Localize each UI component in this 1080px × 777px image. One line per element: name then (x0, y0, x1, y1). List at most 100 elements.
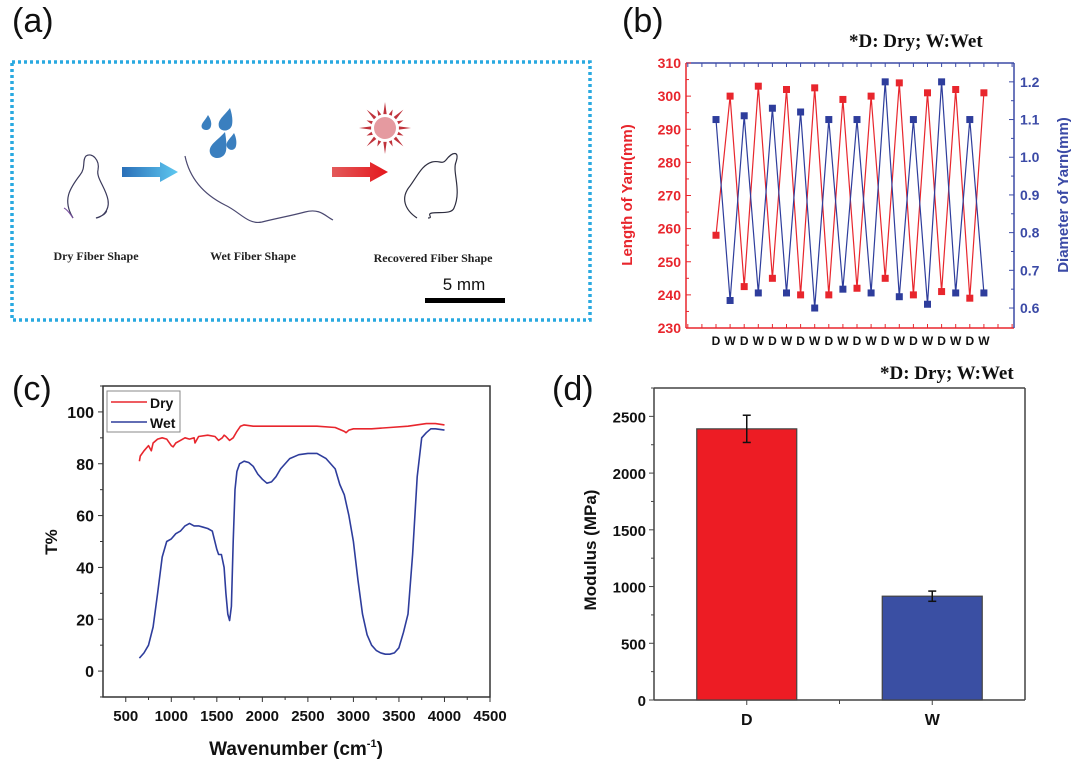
recovered-fiber-shape (404, 152, 458, 219)
data-point-diameter (712, 116, 720, 124)
data-point-length (952, 86, 960, 93)
data-point-diameter (966, 116, 974, 124)
sun-ray (397, 120, 404, 125)
x-tick-label: D (853, 334, 862, 348)
panel-label-c: (c) (12, 370, 52, 408)
sun-ray (393, 109, 404, 120)
y-tick-label: 40 (76, 560, 94, 577)
data-point-length (825, 291, 833, 299)
data-point-diameter (783, 289, 790, 297)
x-tick-label: W (950, 334, 962, 348)
sun-ray (383, 102, 387, 115)
x-axis-label-wavenumber: Wavenumber (cm-1) (209, 738, 383, 760)
data-point-length (966, 294, 974, 302)
data-point-length (924, 89, 931, 97)
fiber-shape-schematic: Dry Fiber Shape Wet Fiber Shape Recovere… (10, 60, 592, 322)
y2-tick-label: 1.0 (1020, 149, 1040, 165)
y-tick-label: 1500 (613, 523, 646, 540)
data-point-length (895, 79, 903, 87)
x-tick-label: 4000 (428, 708, 461, 725)
y-tick-label: 250 (658, 254, 682, 270)
x-tick-label: W (865, 334, 877, 348)
series-line-length (715, 82, 985, 299)
caption-dry: Dry Fiber Shape (53, 249, 139, 263)
data-point-length (754, 82, 762, 90)
scale-bar (425, 298, 505, 303)
x-tick-label: D (796, 334, 805, 348)
dry-fiber-shape (67, 154, 109, 219)
legend: Dry Wet (106, 390, 181, 433)
data-point-diameter (768, 104, 776, 112)
x-tick-label: W (809, 334, 821, 348)
series-line-diameter (715, 81, 985, 309)
sun-ray (383, 141, 387, 154)
sun-ray (393, 136, 404, 147)
y-tick-label: 2500 (613, 409, 646, 426)
x-tick-label: W (724, 334, 736, 348)
panel-label-d: (d) (552, 370, 594, 408)
y2-tick-label: 1.1 (1020, 112, 1040, 128)
x-tick-label: W (894, 334, 906, 348)
sun-ray (359, 126, 372, 130)
x-tick-label: 4500 (473, 708, 506, 725)
y-tick-label: 260 (658, 221, 682, 237)
data-point-diameter (909, 116, 917, 124)
caption-recovered: Recovered Fiber Shape (374, 251, 494, 265)
x-tick-label: D (965, 334, 974, 348)
series-line-dry (138, 422, 445, 462)
plot-frame (102, 385, 491, 698)
data-point-length (938, 288, 946, 296)
y-tick-label: 100 (67, 405, 94, 422)
y-tick-label: 310 (658, 55, 682, 71)
data-point-diameter (881, 78, 889, 86)
data-point-diameter (952, 289, 960, 297)
data-point-diameter (811, 304, 819, 312)
modulus-bar-chart: 0 500 1000 1500 2000 2500 D W Modulus (MPa) (581, 387, 1026, 729)
panel-b-note: *D: Dry; W:Wet (849, 31, 983, 52)
data-point-length (783, 86, 790, 93)
y-tick-label: 0 (638, 693, 646, 710)
y-axis-label-transmittance: T% (42, 529, 61, 555)
bar-w (881, 595, 983, 701)
y-tick-label: 500 (621, 636, 646, 653)
x-tick-label: D (740, 334, 749, 348)
sun-ray (377, 109, 382, 116)
data-point-length (909, 291, 917, 299)
water-drops-icon (201, 108, 237, 159)
y-axis-label-diameter: Diameter of Yarn(mm) (1055, 117, 1072, 273)
data-point-length (712, 231, 720, 239)
data-point-diameter (853, 116, 861, 124)
x-tick-label: W (837, 334, 849, 348)
caption-wet: Wet Fiber Shape (210, 249, 296, 263)
x-tick-label: 3000 (337, 708, 370, 725)
red-arrow-icon (332, 162, 388, 182)
x-tick-label: 3500 (382, 708, 415, 725)
data-point-diameter (895, 293, 903, 301)
data-point-diameter (825, 116, 833, 124)
data-point-diameter (797, 108, 805, 116)
y-axis-label-length: Length of Yarn(mm) (619, 124, 636, 265)
data-point-length (839, 95, 847, 103)
x-tick-label: 2500 (291, 708, 324, 725)
data-point-length (881, 274, 889, 282)
data-point-diameter (839, 285, 847, 293)
sun-ray (388, 109, 393, 116)
sun-ray (398, 126, 411, 130)
sun-ray (366, 136, 377, 147)
sun-ray (377, 140, 382, 147)
sun-ray (366, 109, 377, 120)
x-tick-label: 1500 (200, 708, 233, 725)
data-point-diameter (938, 78, 946, 86)
y-axis-label-modulus: Modulus (MPa) (581, 490, 600, 611)
series-line-wet (138, 427, 445, 659)
data-point-length (740, 283, 748, 291)
panel-label-a: (a) (12, 2, 54, 40)
x-tick-label: 500 (113, 708, 138, 725)
data-point-diameter (867, 289, 875, 297)
y-tick-label: 0 (85, 664, 94, 681)
y-tick-label: 2000 (613, 466, 646, 483)
data-point-diameter (740, 112, 748, 120)
x-tick-label: D (741, 712, 753, 729)
x-tick-label: W (925, 712, 941, 729)
data-point-diameter (726, 296, 734, 304)
